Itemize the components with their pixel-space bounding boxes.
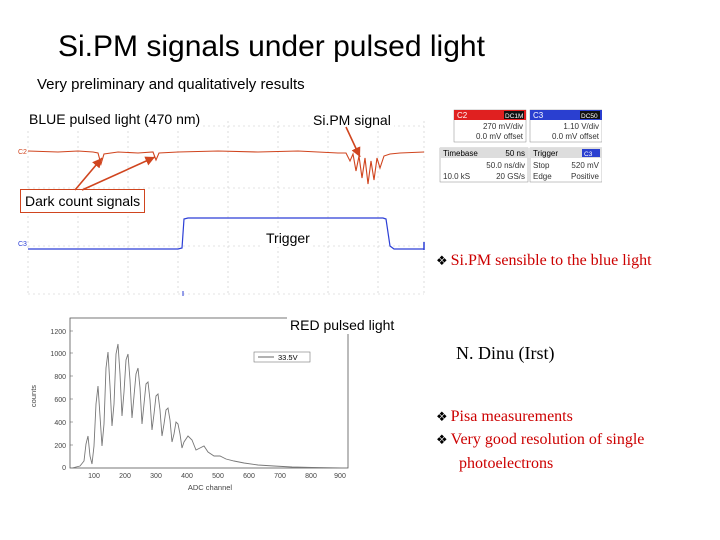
ytick-0: 0	[62, 465, 66, 472]
sipm-signal-label: Si.PM signal	[310, 111, 394, 129]
c3-offset: 0.0 mV offset	[552, 132, 600, 141]
bullet-resolution: ❖ Very good resolution of single	[436, 431, 644, 449]
sipm-trace	[27, 150, 425, 185]
red-light-label: RED pulsed light	[287, 316, 398, 334]
c3-tag: DC50	[581, 113, 598, 120]
xtick-100: 100	[88, 473, 100, 480]
ytick-600: 600	[54, 397, 66, 404]
checkbox-bullet-icon: ❖	[436, 253, 448, 268]
timebase-gs: 20 GS/s	[496, 172, 525, 181]
trigger-trace	[28, 217, 424, 250]
bullet-resolution-cont: photoelectrons	[459, 455, 554, 472]
ytick-200: 200	[54, 443, 66, 450]
trigger-type: Edge	[533, 172, 552, 181]
trigger-tag: C3	[584, 151, 593, 158]
xtick-400: 400	[181, 473, 193, 480]
xtick-800: 800	[305, 473, 317, 480]
bullet-blue-sensitivity: ❖ Si.PM sensible to the blue light	[436, 252, 652, 270]
sipm-signal-arrow	[345, 126, 361, 158]
trigger-label: Trigger	[263, 229, 313, 247]
bullet-text: Si.PM sensible to the blue light	[450, 252, 652, 269]
bullet-pisa: ❖ Pisa measurements	[436, 408, 573, 426]
ytick-800: 800	[54, 374, 66, 381]
scope-readout-panel: C2 DC1M 270 mV/div 0.0 mV offset C3 DC50…	[430, 108, 603, 184]
histogram-ylabel: counts	[29, 385, 38, 407]
xtick-700: 700	[274, 473, 286, 480]
checkbox-bullet-icon: ❖	[436, 432, 448, 447]
bullet-text: Very good resolution of single	[450, 431, 645, 448]
c2-offset: 0.0 mV offset	[476, 132, 524, 141]
author-credit: N. Dinu (Irst)	[456, 343, 555, 363]
timebase-samples: 10.0 kS	[443, 172, 470, 181]
trigger-level: 520 mV	[571, 161, 599, 170]
channel-c2-marker: C2	[18, 149, 27, 156]
ytick-400: 400	[54, 420, 66, 427]
c2-vdiv: 270 mV/div	[483, 122, 523, 131]
adc-histogram: 0 200 400 600 800 1000 1200 100 200 300 …	[29, 317, 349, 492]
ytick-1200: 1200	[50, 329, 66, 336]
histogram-legend-label: 33.5V	[278, 353, 298, 362]
xtick-300: 300	[150, 473, 162, 480]
histogram-xlabel: ADC channel	[188, 483, 233, 492]
xtick-500: 500	[212, 473, 224, 480]
ytick-1000: 1000	[50, 351, 66, 358]
blue-light-label: BLUE pulsed light (470 nm)	[26, 110, 204, 128]
dark-count-arrow-2	[81, 156, 156, 191]
histogram-frame	[69, 317, 349, 469]
slide-title: Si.PM signals under pulsed light	[58, 30, 485, 63]
c3-name: C3	[533, 111, 544, 120]
trigger-slope: Positive	[571, 172, 600, 181]
xtick-600: 600	[243, 473, 255, 480]
c2-name: C2	[457, 111, 468, 120]
c3-vdiv: 1.10 V/div	[563, 122, 599, 131]
histogram-curve	[71, 343, 343, 469]
slide-subtitle: Very preliminary and qualitatively resul…	[37, 76, 305, 93]
histogram-legend-box	[253, 351, 311, 363]
trigger-mode: Stop	[533, 161, 550, 170]
dark-count-arrow-1	[74, 157, 103, 191]
bullet-text: Pisa measurements	[450, 408, 573, 425]
timebase-rate: 50.0 ns/div	[486, 161, 525, 170]
trigger-panel-name: Trigger	[533, 149, 558, 158]
xtick-900: 900	[334, 473, 346, 480]
dark-count-label: Dark count signals	[20, 189, 146, 213]
checkbox-bullet-icon: ❖	[436, 409, 448, 424]
timebase-value: 50 ns	[505, 149, 525, 158]
xtick-200: 200	[119, 473, 131, 480]
timebase-name: Timebase	[443, 149, 478, 158]
channel-c3-marker: C3	[18, 241, 27, 248]
c2-tag: DC1M	[505, 113, 523, 120]
